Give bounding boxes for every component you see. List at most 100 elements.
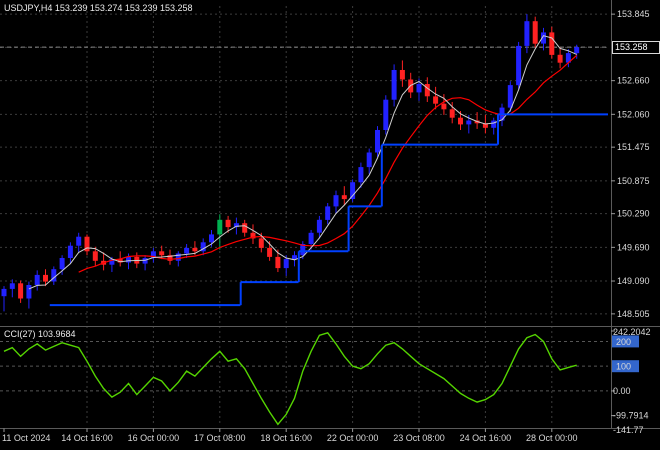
cci-level-badge [612, 335, 639, 348]
candle-body[interactable] [574, 47, 580, 54]
candle-body[interactable] [350, 182, 356, 199]
candle-body[interactable] [92, 251, 98, 261]
candle-body[interactable] [184, 247, 190, 254]
candle-body[interactable] [126, 256, 131, 263]
candle-body[interactable] [532, 21, 538, 44]
candle-body[interactable] [333, 195, 339, 207]
candle-body[interactable] [200, 242, 206, 252]
candle-body[interactable] [399, 70, 405, 80]
candle-body[interactable] [391, 70, 397, 100]
time-axis-label: 22 Oct 00:00 [327, 433, 379, 443]
price-axis-label: 151.475 [617, 142, 650, 152]
candle-body[interactable] [76, 236, 82, 246]
candle-body[interactable] [225, 219, 231, 228]
candle-body[interactable] [9, 283, 15, 289]
candle-body[interactable] [59, 258, 65, 270]
candle-body[interactable] [308, 232, 314, 244]
candle-body[interactable] [565, 53, 571, 63]
time-axis-label: 23 Oct 08:00 [393, 433, 445, 443]
candle-body[interactable] [466, 120, 472, 125]
candlestick-series[interactable] [1, 14, 580, 312]
cci-axis-label: 242.2042 [613, 327, 651, 337]
candle-body[interactable] [549, 32, 555, 55]
candle-body[interactable] [167, 255, 173, 261]
candle-body[interactable] [300, 244, 306, 256]
cci-line [3, 331, 577, 426]
time-axis[interactable]: 11 Oct 2024 14 Oct 16:00 16 Oct 00:00 17 Oc… [2, 428, 578, 444]
time-axis-label: 24 Oct 16:00 [460, 433, 512, 443]
candle-body[interactable] [524, 21, 530, 46]
candle-body[interactable] [175, 253, 181, 261]
candle-body[interactable] [51, 269, 57, 282]
candle-body[interactable] [341, 195, 347, 200]
candle-body[interactable] [491, 120, 497, 128]
candle-body[interactable] [383, 99, 389, 130]
time-axis-label: 14 Oct 16:00 [61, 433, 113, 443]
cci-axis-label: -141.77 [613, 425, 644, 435]
candle-body[interactable] [482, 123, 488, 128]
candle-body[interactable] [159, 251, 165, 256]
candle-body[interactable] [233, 223, 239, 228]
candle-body[interactable] [516, 45, 522, 86]
candle-body[interactable] [507, 85, 513, 108]
candle-body[interactable] [275, 256, 281, 269]
candle-body[interactable] [283, 259, 289, 269]
price-axis-label: 148.505 [617, 309, 650, 319]
candle-body[interactable] [433, 96, 439, 104]
candle-body[interactable] [424, 84, 430, 97]
candle-body[interactable] [67, 245, 73, 258]
candle-body[interactable] [541, 32, 546, 44]
candle-body[interactable] [458, 117, 463, 125]
price-axis-label: 152.660 [617, 76, 650, 86]
candle-body[interactable] [441, 103, 447, 110]
candle-body[interactable] [258, 238, 264, 248]
candle-body[interactable] [26, 285, 32, 299]
candle-body[interactable] [150, 251, 156, 258]
price-axis[interactable]: 153.845 152.660 152.060 151.475 150.875 150.2… [611, 9, 650, 319]
ma-fast-line [28, 35, 577, 290]
price-axis-label: 150.875 [617, 176, 650, 186]
candle-body[interactable] [117, 259, 123, 263]
cci-indicator-label: CCI(27) 103.9684 [4, 329, 76, 339]
candle-body[interactable] [325, 206, 331, 220]
candle-body[interactable] [366, 152, 372, 168]
candle-body[interactable] [375, 130, 380, 153]
time-axis-label: 11 Oct 2024 [2, 433, 50, 443]
candle-body[interactable] [84, 236, 90, 252]
candle-body[interactable] [267, 247, 273, 257]
cci-badge-label: 100 [616, 362, 631, 372]
candle-body[interactable] [109, 259, 115, 265]
time-axis-label: 18 Oct 16:00 [260, 433, 312, 443]
grid-lines [0, 6, 608, 426]
price-axis-label: 150.290 [617, 209, 650, 219]
price-axis-label: 153.845 [617, 9, 650, 19]
candle-body[interactable] [250, 232, 256, 239]
candle-body[interactable] [1, 288, 7, 297]
candle-body[interactable] [292, 255, 297, 260]
candle-body[interactable] [18, 283, 24, 299]
time-axis-label: 17 Oct 08:00 [194, 433, 246, 443]
price-axis-label: 149.690 [617, 242, 650, 252]
cci-axis-label: 0.00 [613, 386, 631, 396]
price-axis-label: 149.090 [617, 276, 650, 286]
candle-body[interactable] [242, 223, 248, 233]
cci-badge-label: 200 [616, 337, 631, 347]
step-indicator-line [49, 113, 608, 307]
candle-body[interactable] [557, 54, 563, 63]
candle-body[interactable] [43, 274, 48, 282]
candle-body[interactable] [192, 247, 198, 252]
candle-body[interactable] [217, 219, 223, 235]
time-axis-label: 16 Oct 00:00 [128, 433, 180, 443]
candle-body[interactable] [358, 167, 364, 183]
candle-body[interactable] [209, 234, 214, 243]
candle-body[interactable] [34, 274, 40, 285]
current-price-tag: 153.258 [612, 40, 660, 54]
candle-body[interactable] [449, 109, 455, 118]
cci-level-badge [612, 360, 639, 373]
candle-body[interactable] [316, 219, 322, 233]
candle-body[interactable] [416, 84, 422, 93]
ma-slow-line [78, 54, 578, 273]
